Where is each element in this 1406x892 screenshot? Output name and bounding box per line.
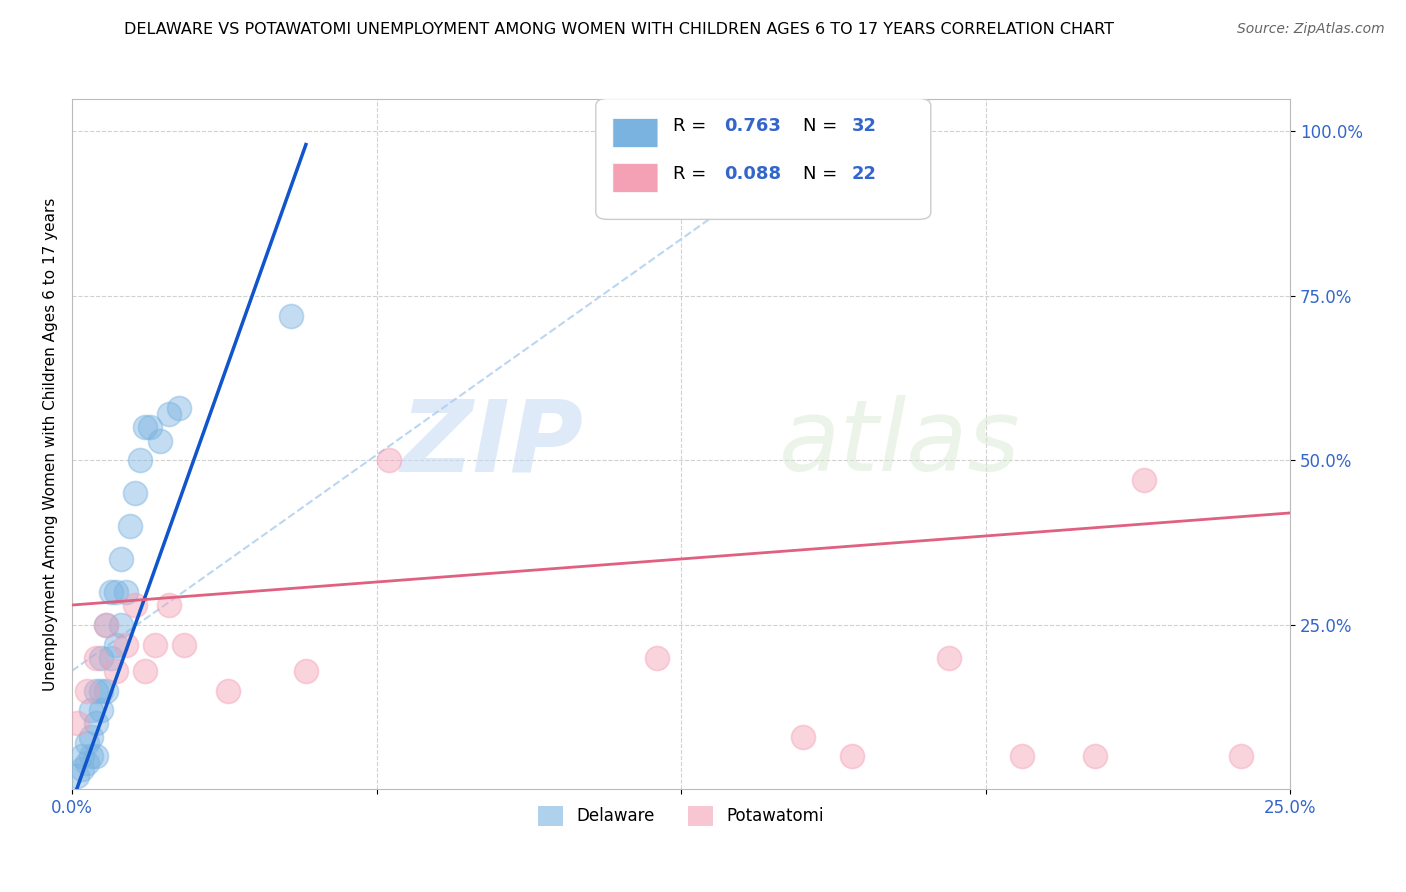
Y-axis label: Unemployment Among Women with Children Ages 6 to 17 years: Unemployment Among Women with Children A… — [44, 197, 58, 690]
Point — [129, 453, 152, 467]
Point — [90, 650, 112, 665]
Point — [86, 683, 108, 698]
Point — [280, 309, 302, 323]
Point — [143, 638, 166, 652]
Point — [167, 401, 190, 415]
FancyBboxPatch shape — [613, 163, 658, 193]
Point — [94, 683, 117, 698]
Point — [134, 664, 156, 678]
Point — [110, 617, 132, 632]
Point — [94, 617, 117, 632]
FancyBboxPatch shape — [613, 119, 658, 147]
Point — [645, 650, 668, 665]
Point — [90, 683, 112, 698]
Point — [173, 638, 195, 652]
Point — [104, 638, 127, 652]
Point — [86, 749, 108, 764]
Point — [149, 434, 172, 448]
Point — [100, 585, 122, 599]
Point — [938, 650, 960, 665]
Point — [139, 420, 162, 434]
Point — [70, 749, 93, 764]
Point — [1230, 749, 1253, 764]
Point — [66, 716, 89, 731]
Text: atlas: atlas — [779, 395, 1021, 492]
Point — [1084, 749, 1107, 764]
Point — [100, 650, 122, 665]
Point — [295, 664, 318, 678]
Point — [76, 756, 98, 770]
Text: N =: N = — [803, 117, 844, 136]
Point — [66, 769, 89, 783]
Text: 22: 22 — [852, 166, 876, 184]
Text: 0.763: 0.763 — [724, 117, 780, 136]
Point — [1133, 473, 1156, 487]
Text: N =: N = — [803, 166, 844, 184]
Point — [76, 683, 98, 698]
Point — [80, 703, 103, 717]
Text: 0.088: 0.088 — [724, 166, 780, 184]
Point — [114, 585, 136, 599]
Point — [110, 552, 132, 566]
Point — [114, 638, 136, 652]
Point — [70, 763, 93, 777]
Point — [94, 617, 117, 632]
Point — [159, 598, 181, 612]
Point — [104, 585, 127, 599]
Text: R =: R = — [672, 166, 711, 184]
Point — [80, 730, 103, 744]
Point — [1011, 749, 1033, 764]
Point — [76, 736, 98, 750]
Point — [841, 749, 863, 764]
Point — [120, 519, 142, 533]
Text: Source: ZipAtlas.com: Source: ZipAtlas.com — [1237, 22, 1385, 37]
Point — [217, 683, 239, 698]
Point — [80, 749, 103, 764]
Point — [86, 650, 108, 665]
Point — [792, 730, 814, 744]
Point — [104, 664, 127, 678]
Point — [124, 598, 146, 612]
Text: ZIP: ZIP — [401, 395, 583, 492]
Point — [159, 407, 181, 421]
Point — [124, 486, 146, 500]
Text: DELAWARE VS POTAWATOMI UNEMPLOYMENT AMONG WOMEN WITH CHILDREN AGES 6 TO 17 YEARS: DELAWARE VS POTAWATOMI UNEMPLOYMENT AMON… — [124, 22, 1114, 37]
Point — [134, 420, 156, 434]
Point — [90, 703, 112, 717]
Point — [377, 453, 399, 467]
FancyBboxPatch shape — [596, 98, 931, 219]
Text: R =: R = — [672, 117, 711, 136]
Legend: Delaware, Potawatomi: Delaware, Potawatomi — [531, 799, 831, 833]
Point — [86, 716, 108, 731]
Text: 32: 32 — [852, 117, 876, 136]
